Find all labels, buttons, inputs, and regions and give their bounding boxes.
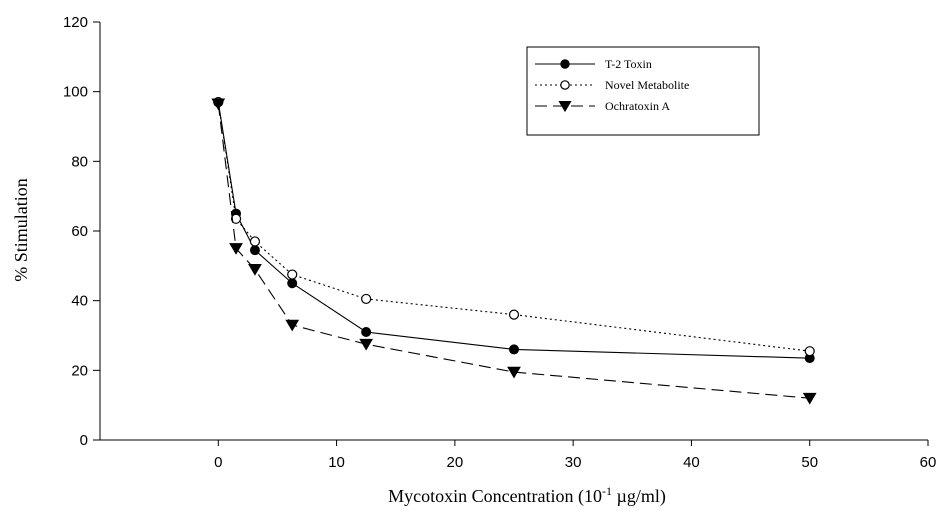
data-point [507,366,521,379]
data-point [230,213,242,224]
data-point [509,344,519,355]
x-axis-title: Mycotoxin Concentration (10-1 µg/ml) [388,484,666,507]
y-tick-label: 60 [71,223,88,240]
data-point [229,243,243,255]
data-point [249,245,260,256]
y-tick-label: 100 [63,84,88,101]
x-tick-label: 0 [214,454,222,471]
legend-label: Novel Metabolite [605,78,689,92]
x-tick-label: 50 [801,454,818,471]
x-axis-title-superscript: -1 [602,484,612,498]
y-axis-title: % Stimulation [11,178,31,282]
x-tick-label: 60 [920,454,937,471]
y-tick-label: 40 [71,293,88,310]
data-point [802,392,817,405]
y-tick-label: 20 [71,362,88,379]
data-point [359,338,374,351]
series-3 [211,98,817,405]
data-point [361,293,372,305]
x-axis-title-main: Mycotoxin Concentration (10 [388,486,602,507]
series-line [217,102,810,359]
legend-label: T-2 Toxin [605,57,652,71]
legend-marker [560,80,570,90]
y-tick-label: 80 [71,153,88,170]
data-point [287,269,298,280]
x-tick-label: 10 [328,454,345,471]
legend-marker [560,59,570,69]
data-point [211,98,226,111]
data-point [285,319,300,332]
data-point [361,327,372,338]
data-point [248,264,262,276]
data-point [804,346,815,357]
legend-label: Ochratoxin A [605,99,670,113]
x-tick-label: 40 [683,454,700,471]
axes: 0 20 40 60 80 100 120 0 10 20 30 40 50 60 [63,14,936,471]
legend: T-2 Toxin Novel Metabolite Ochratoxin A [526,46,760,136]
x-tick-label: 30 [565,454,582,471]
y-tick-label: 120 [63,14,88,31]
series-layer [211,97,817,405]
x-axis-title-suffix: µg/ml) [612,486,666,507]
data-point [508,309,520,320]
series-1 [213,97,815,364]
y-tick-label: 0 [80,432,88,449]
data-point [287,278,298,289]
data-point [249,236,261,247]
x-tick-label: 20 [447,454,464,471]
series-2 [213,97,815,357]
legend-marker [558,100,572,113]
